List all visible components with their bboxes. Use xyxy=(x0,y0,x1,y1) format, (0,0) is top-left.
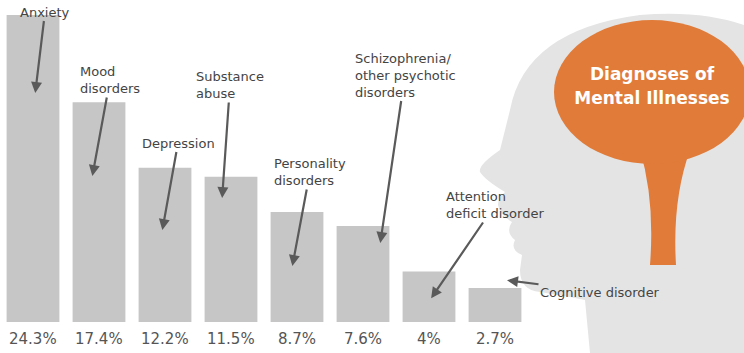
svg-text:Mooddisorders: Mooddisorders xyxy=(80,64,140,96)
svg-text:24.3%: 24.3% xyxy=(9,330,57,348)
svg-text:8.7%: 8.7% xyxy=(278,330,316,348)
svg-text:12.2%: 12.2% xyxy=(141,330,189,348)
svg-text:Depression: Depression xyxy=(142,136,215,151)
svg-text:Substanceabuse: Substanceabuse xyxy=(196,69,264,101)
svg-text:Personalitydisorders: Personalitydisorders xyxy=(274,156,346,188)
svg-text:Anxiety: Anxiety xyxy=(20,5,70,20)
svg-text:11.5%: 11.5% xyxy=(207,330,255,348)
svg-text:Attentiondeficit disorder: Attentiondeficit disorder xyxy=(446,189,544,221)
svg-text:Diagnoses ofMental Illnesses: Diagnoses ofMental Illnesses xyxy=(574,64,729,108)
svg-text:2.7%: 2.7% xyxy=(476,330,514,348)
svg-text:17.4%: 17.4% xyxy=(75,330,123,348)
svg-text:7.6%: 7.6% xyxy=(344,330,382,348)
svg-text:Schizophrenia/other psychoticd: Schizophrenia/other psychoticdisorders xyxy=(355,51,456,100)
svg-text:Cognitive disorder: Cognitive disorder xyxy=(540,285,660,300)
svg-text:4%: 4% xyxy=(417,330,441,348)
